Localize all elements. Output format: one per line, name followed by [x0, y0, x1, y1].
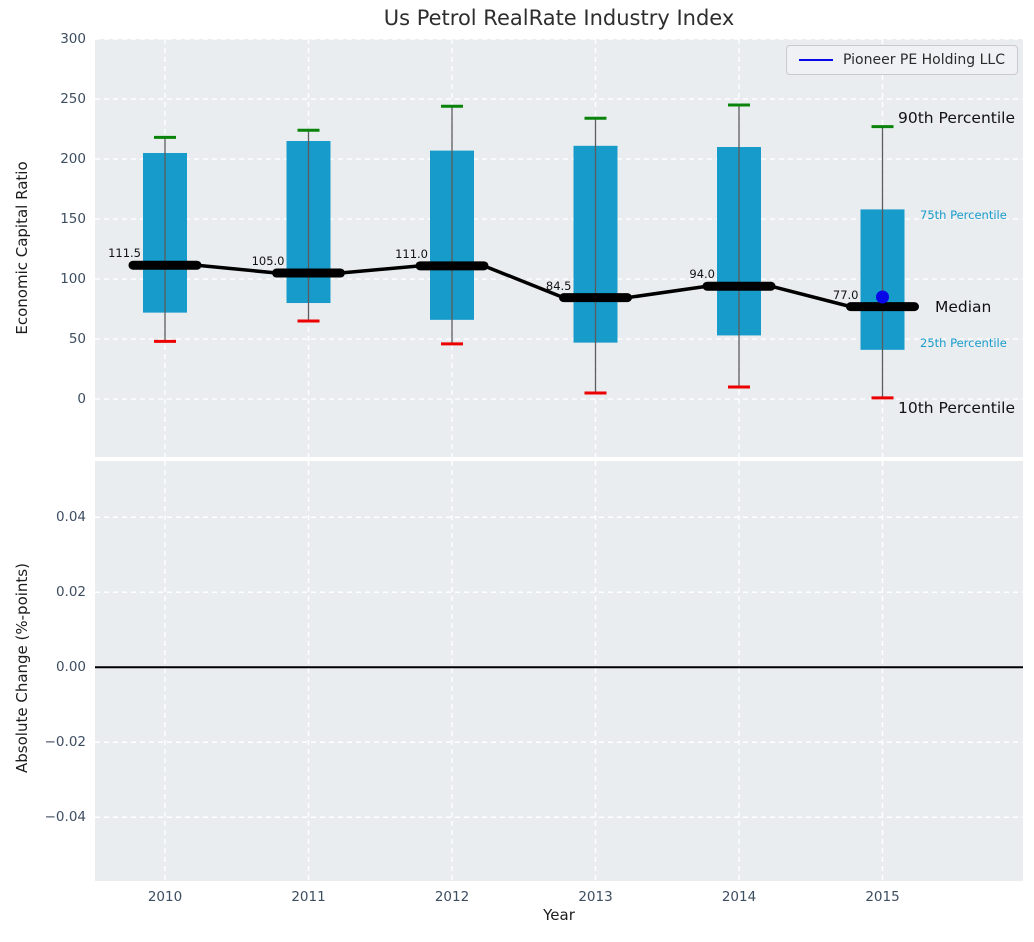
median-value-label-2011: 105.0 — [251, 254, 285, 269]
company-point-2015 — [876, 290, 889, 304]
top-panel-canvas — [95, 39, 1023, 457]
median-value-label-2014: 94.0 — [689, 267, 715, 282]
y-tick-top-200: 200 — [60, 151, 86, 167]
top-panel: Pioneer PE Holding LLC 90th Percentile 7… — [95, 39, 1023, 457]
legend: Pioneer PE Holding LLC — [786, 45, 1018, 75]
chart-title: Us Petrol RealRate Industry Index — [383, 6, 735, 30]
median-connector — [625, 284, 709, 300]
y-tick-bottom-0.02: 0.02 — [55, 584, 86, 601]
x-tick-2015: 2015 — [865, 889, 900, 905]
x-tick-2014: 2014 — [721, 889, 757, 905]
annotation-75th-percentile: 75th Percentile — [920, 208, 1007, 223]
median-connector — [195, 263, 279, 275]
y-tick-bottom-0.00: 0.00 — [55, 659, 86, 676]
annotation-10th-percentile: 10th Percentile — [898, 398, 1016, 417]
median-value-label-2012: 111.0 — [395, 246, 428, 261]
y-tick-bottom-−0.02: −0.02 — [44, 734, 86, 751]
legend-line-icon — [799, 59, 833, 61]
annotation-median: Median — [935, 297, 992, 316]
median-connector — [482, 264, 566, 300]
y-tick-bottom-−0.04: −0.04 — [44, 809, 86, 826]
y-tick-bottom-0.04: 0.04 — [55, 509, 86, 526]
median-value-label-2015: 77.0 — [832, 287, 859, 302]
y-tick-top-0: 0 — [77, 391, 86, 408]
median-value-label-2010: 111.5 — [108, 246, 141, 261]
x-axis-label: Year — [543, 906, 575, 924]
median-connector — [769, 284, 853, 309]
y-tick-top-50: 50 — [68, 331, 86, 348]
x-tick-2012: 2012 — [434, 889, 470, 905]
bottom-panel — [95, 461, 1023, 881]
x-tick-2013: 2013 — [578, 889, 613, 905]
bottom-panel-canvas — [95, 461, 1023, 881]
median-connector — [338, 264, 422, 275]
y-tick-top-300: 300 — [60, 31, 86, 47]
median-value-label-2013: 84.5 — [545, 278, 572, 293]
y-axis-label-top: Economic Capital Ratio — [13, 161, 31, 335]
legend-label: Pioneer PE Holding LLC — [843, 52, 1005, 68]
x-tick-2011: 2011 — [291, 889, 326, 905]
y-tick-top-100: 100 — [60, 271, 86, 288]
annotation-90th-percentile: 90th Percentile — [898, 108, 1016, 127]
annotation-25th-percentile: 25th Percentile — [920, 335, 1007, 350]
y-tick-top-150: 150 — [60, 211, 86, 228]
y-tick-top-250: 250 — [60, 91, 86, 107]
x-tick-2010: 2010 — [147, 889, 183, 905]
